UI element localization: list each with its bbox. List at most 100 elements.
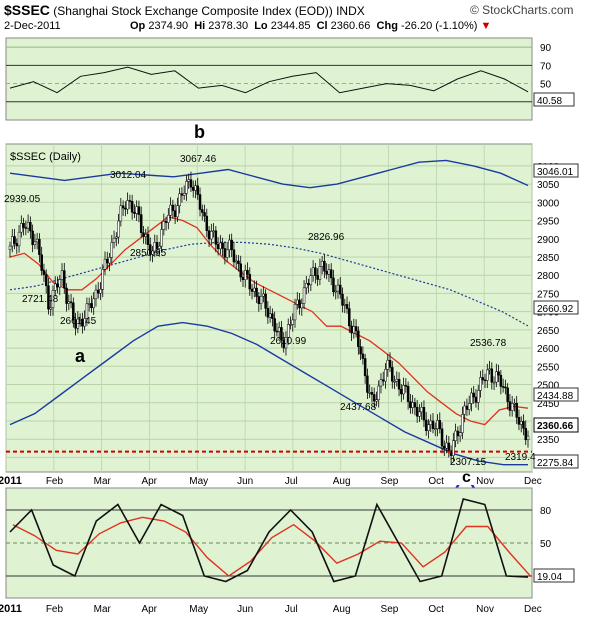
price-candle	[348, 301, 351, 333]
price-candle	[20, 215, 23, 238]
price-candle	[411, 394, 414, 414]
price-x-tick-label: 2011	[0, 475, 22, 487]
price-candle	[454, 423, 457, 448]
price-candle	[212, 223, 215, 238]
stochastic-x-tick-label: Nov	[476, 604, 494, 615]
price-candle	[463, 401, 466, 423]
price-candle	[490, 362, 494, 390]
price-candle	[257, 292, 261, 312]
stochastic-x-tick-label: Sep	[381, 604, 399, 615]
price-tick-label: 2650	[537, 326, 560, 337]
price-candle	[438, 412, 442, 434]
price-candle	[94, 284, 98, 307]
price-candle	[334, 284, 337, 300]
price-candle	[289, 316, 292, 330]
price-candle	[201, 204, 204, 221]
price-tick-label: 2850	[537, 253, 560, 264]
price-candle	[40, 246, 43, 276]
price-candle	[253, 280, 256, 298]
price-candle	[144, 228, 147, 245]
price-candle	[465, 398, 469, 417]
price-x-tick-label: Apr	[141, 476, 157, 487]
price-candle	[255, 280, 258, 304]
annotation-2826: 2826.96	[308, 232, 345, 243]
price-candle	[198, 187, 202, 217]
price-tick-label: 2500	[537, 381, 560, 392]
stochastic-tick-label: 80	[540, 506, 552, 517]
price-candle	[58, 275, 62, 296]
price-candle	[350, 320, 353, 341]
low-value: 2344.85	[270, 20, 311, 32]
annotation-2610: 2610.99	[270, 336, 307, 347]
price-candle	[375, 391, 378, 407]
price-candle	[486, 363, 489, 388]
price-candle	[406, 381, 410, 410]
price-candle	[90, 295, 93, 313]
stochastic-x-tick-label: May	[189, 604, 208, 615]
price-candle	[361, 346, 365, 365]
price-candle	[266, 301, 270, 324]
price-x-tick-label: Nov	[476, 476, 494, 487]
price-candle	[99, 282, 102, 300]
chart-date: 2-Dec-2011	[4, 20, 61, 32]
price-candle	[296, 292, 299, 310]
price-candle	[510, 395, 514, 417]
price-x-tick-label: Dec	[524, 476, 542, 487]
price-candle	[176, 197, 179, 222]
ma-mid-value: 2660.92	[537, 304, 574, 315]
price-candle	[495, 363, 498, 388]
annotation-3012: 3012.04	[110, 170, 147, 181]
price-candle	[248, 267, 252, 296]
price-candle	[461, 406, 464, 439]
price-candle	[280, 320, 283, 348]
close-value: 2360.66	[330, 20, 371, 32]
price-candle	[128, 194, 132, 209]
price-candle	[182, 185, 186, 200]
stochastic-x-tick-label: Feb	[46, 604, 64, 615]
annotation-2939: 2939.05	[4, 194, 41, 205]
price-candle	[483, 373, 487, 389]
ma150-line	[9, 241, 529, 327]
price-candle	[169, 197, 172, 221]
price-candle	[214, 226, 218, 253]
rsi-line	[9, 66, 529, 94]
price-candle	[271, 308, 274, 327]
stochastic-tick-label: 50	[540, 539, 552, 550]
price-candle	[386, 354, 390, 377]
rsi-tick-label: 70	[540, 61, 552, 72]
price-candle	[370, 387, 374, 403]
rsi-last-value: 40.58	[537, 96, 562, 107]
price-candle	[11, 229, 14, 253]
price-candle	[219, 235, 222, 255]
price-tick-label: 3050	[537, 180, 560, 191]
price-candle	[76, 311, 80, 334]
price-candle	[268, 305, 272, 323]
price-candle	[155, 234, 159, 256]
price-candle	[135, 200, 138, 221]
price-candle	[230, 233, 233, 258]
low-label: Lo	[254, 20, 268, 32]
rsi-tick-label: 90	[540, 43, 552, 54]
price-candle	[345, 296, 349, 314]
price-candle	[316, 268, 319, 287]
price-candle	[130, 194, 134, 220]
price-candle	[336, 278, 340, 299]
price-candle	[191, 180, 195, 198]
price-candle	[379, 373, 383, 394]
price-x-tick-label: Sep	[381, 476, 399, 487]
price-candle	[526, 430, 530, 448]
price-candle	[78, 313, 82, 327]
price-candle	[443, 440, 446, 457]
price-candle	[277, 321, 281, 340]
wave-label-a: a	[75, 346, 86, 366]
price-candle	[372, 387, 376, 409]
price-candle	[300, 298, 304, 316]
open-value: 2374.90	[148, 20, 189, 32]
price-candle	[42, 263, 46, 282]
price-candle	[479, 370, 482, 398]
price-candle	[456, 426, 460, 444]
price-candle	[83, 310, 86, 331]
price-candle	[504, 379, 507, 395]
price-candle	[259, 288, 263, 310]
quote-strip: Op 2374.90 Hi 2378.30 Lo 2344.85 Cl 2360…	[130, 20, 492, 32]
